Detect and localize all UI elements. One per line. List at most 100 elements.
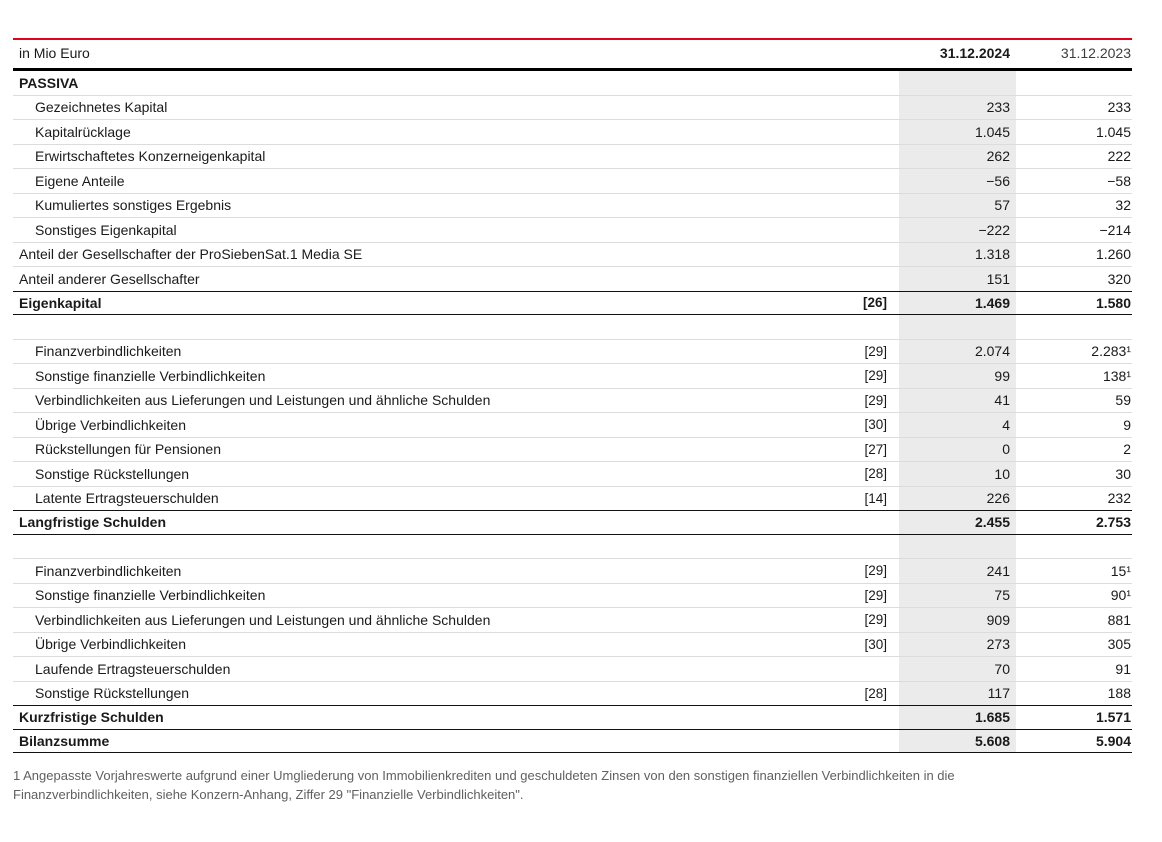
value-2023: 1.260 bbox=[1095, 246, 1131, 263]
value-2024: 75 bbox=[899, 583, 1016, 607]
spacer-row bbox=[13, 534, 1132, 559]
value-2024: 273 bbox=[899, 632, 1016, 656]
value-2023: 233 bbox=[1107, 99, 1131, 116]
table-row: Kapitalrücklage 1.045 1.045 bbox=[13, 120, 1132, 145]
value-2023: 2.753 bbox=[1095, 514, 1131, 531]
column-header-2024: 31.12.2024 bbox=[939, 45, 1010, 61]
total-row: Eigenkapital [26] 1.469 1.580 bbox=[13, 290, 1132, 315]
table-header-row: in Mio Euro 31.12.2024 31.12.2023 bbox=[13, 38, 1132, 71]
row-label: Sonstige Rückstellungen bbox=[35, 465, 190, 482]
row-ref: [27] bbox=[864, 441, 887, 457]
value-2023: −214 bbox=[1099, 221, 1131, 238]
table-row: Anteil anderer Gesellschafter 151 320 bbox=[13, 267, 1132, 292]
value-2024: 1.045 bbox=[899, 120, 1016, 144]
row-label: Eigene Anteile bbox=[35, 172, 125, 189]
table-row: Sonstige finanzielle Verbindlichkeiten [2… bbox=[13, 364, 1132, 389]
value-2024: 241 bbox=[899, 559, 1016, 583]
value-2024: 57 bbox=[899, 193, 1016, 217]
row-label: Langfristige Schulden bbox=[19, 514, 167, 531]
table-row: Sonstiges Eigenkapital −222 −214 bbox=[13, 218, 1132, 243]
row-ref: [30] bbox=[864, 636, 887, 652]
value-2024 bbox=[899, 534, 1016, 558]
row-label: Kapitalrücklage bbox=[35, 123, 131, 140]
row-label: Gezeichnetes Kapital bbox=[35, 99, 168, 116]
value-2023: 2 bbox=[1123, 441, 1131, 458]
table-row: Übrige Verbindlichkeiten [30] 273 305 bbox=[13, 632, 1132, 657]
table-row: Latente Ertragsteuerschulden [14] 226 232 bbox=[13, 486, 1132, 511]
row-label: Finanzverbindlichkeiten bbox=[35, 562, 182, 579]
row-label: Rückstellungen für Pensionen bbox=[35, 441, 222, 458]
spacer-row bbox=[13, 315, 1132, 340]
value-2024: 10 bbox=[899, 462, 1016, 486]
row-label: Sonstige Rückstellungen bbox=[35, 685, 190, 702]
table-row: Finanzverbindlichkeiten [29] 2.074 2.283¹ bbox=[13, 339, 1132, 364]
value-2023: 2.283¹ bbox=[1091, 343, 1131, 360]
value-2024: 1.318 bbox=[899, 242, 1016, 266]
row-label: Anteil anderer Gesellschafter bbox=[19, 270, 200, 287]
table-body: PASSIVA Gezeichnetes Kapital 233 233 Kapital… bbox=[13, 71, 1132, 753]
value-2023: 32 bbox=[1115, 197, 1131, 214]
value-2024: 0 bbox=[899, 437, 1016, 461]
value-2024: −222 bbox=[899, 218, 1016, 242]
value-2024: 151 bbox=[899, 267, 1016, 291]
value-2024 bbox=[899, 315, 1016, 339]
table-row: Sonstige Rückstellungen [28] 117 188 bbox=[13, 681, 1132, 706]
value-2023: 320 bbox=[1107, 270, 1131, 287]
column-header-2023: 31.12.2023 bbox=[1060, 45, 1131, 61]
table-row: Sonstige Rückstellungen [28] 10 30 bbox=[13, 462, 1132, 487]
row-label: Eigenkapital bbox=[19, 294, 102, 311]
row-label: Bilanzsumme bbox=[19, 732, 110, 749]
row-label: Verbindlichkeiten aus Lieferungen und Le… bbox=[35, 611, 491, 628]
total-row: Kurzfristige Schulden 1.685 1.571 bbox=[13, 705, 1132, 730]
value-2023: 30 bbox=[1115, 465, 1131, 482]
value-2023: 222 bbox=[1107, 148, 1131, 165]
row-label: Anteil der Gesellschafter der ProSiebenS… bbox=[19, 246, 363, 263]
value-2024 bbox=[899, 71, 1016, 95]
value-2024: 1.685 bbox=[899, 706, 1016, 729]
value-2023: 59 bbox=[1115, 392, 1131, 409]
row-label: Sonstige finanzielle Verbindlichkeiten bbox=[35, 367, 266, 384]
value-2023: 91 bbox=[1115, 660, 1131, 677]
value-2023: 15¹ bbox=[1110, 562, 1131, 579]
value-2024: 233 bbox=[899, 95, 1016, 119]
passiva-table: in Mio Euro 31.12.2024 31.12.2023 PASSIV… bbox=[13, 38, 1132, 753]
value-2023: 1.580 bbox=[1095, 294, 1131, 311]
footnote: 1 Angepasste Vorjahreswerte aufgrund ein… bbox=[13, 768, 955, 802]
value-2024: 909 bbox=[899, 608, 1016, 632]
table-row: Gezeichnetes Kapital 233 233 bbox=[13, 95, 1132, 120]
value-2023: 881 bbox=[1107, 611, 1131, 628]
row-ref: [29] bbox=[864, 612, 887, 628]
value-2023: 1.571 bbox=[1095, 709, 1131, 726]
total-row: Bilanzsumme 5.608 5.904 bbox=[13, 728, 1132, 753]
table-row: Sonstige finanzielle Verbindlichkeiten [2… bbox=[13, 583, 1132, 608]
value-2023: 138¹ bbox=[1102, 367, 1131, 384]
row-label: Laufende Ertragsteuerschulden bbox=[35, 660, 231, 677]
table-row: Erwirtschaftetes Konzerneigenkapital 262 2… bbox=[13, 144, 1132, 169]
row-label: Übrige Verbindlichkeiten bbox=[35, 416, 186, 433]
value-2024: 99 bbox=[899, 364, 1016, 388]
row-ref: [30] bbox=[864, 417, 887, 433]
value-2024: 2.455 bbox=[899, 511, 1016, 534]
value-2024: 1.469 bbox=[899, 291, 1016, 314]
table-row: Kumuliertes sonstiges Ergebnis 57 32 bbox=[13, 193, 1132, 218]
value-2024: 2.074 bbox=[899, 339, 1016, 363]
value-2024: 4 bbox=[899, 413, 1016, 437]
row-ref: [29] bbox=[864, 563, 887, 579]
value-2023: 90¹ bbox=[1110, 587, 1131, 604]
row-label: Verbindlichkeiten aus Lieferungen und Le… bbox=[35, 392, 491, 409]
table-row: Laufende Ertragsteuerschulden 70 91 bbox=[13, 657, 1132, 682]
table-row: Finanzverbindlichkeiten [29] 241 15¹ bbox=[13, 559, 1132, 584]
row-ref: [26] bbox=[862, 295, 887, 311]
section-row: PASSIVA bbox=[13, 71, 1132, 96]
row-ref: [28] bbox=[864, 466, 887, 482]
value-2023: 9 bbox=[1123, 416, 1131, 433]
row-label: Latente Ertragsteuerschulden bbox=[35, 490, 219, 507]
value-2023: 1.045 bbox=[1095, 123, 1131, 140]
row-label: Übrige Verbindlichkeiten bbox=[35, 636, 186, 653]
value-2024: 262 bbox=[899, 144, 1016, 168]
total-row: Langfristige Schulden 2.455 2.753 bbox=[13, 510, 1132, 535]
value-2024: 5.608 bbox=[899, 729, 1016, 752]
value-2023: 305 bbox=[1107, 636, 1131, 653]
row-ref: [29] bbox=[864, 368, 887, 384]
table-row: Verbindlichkeiten aus Lieferungen und Le… bbox=[13, 388, 1132, 413]
